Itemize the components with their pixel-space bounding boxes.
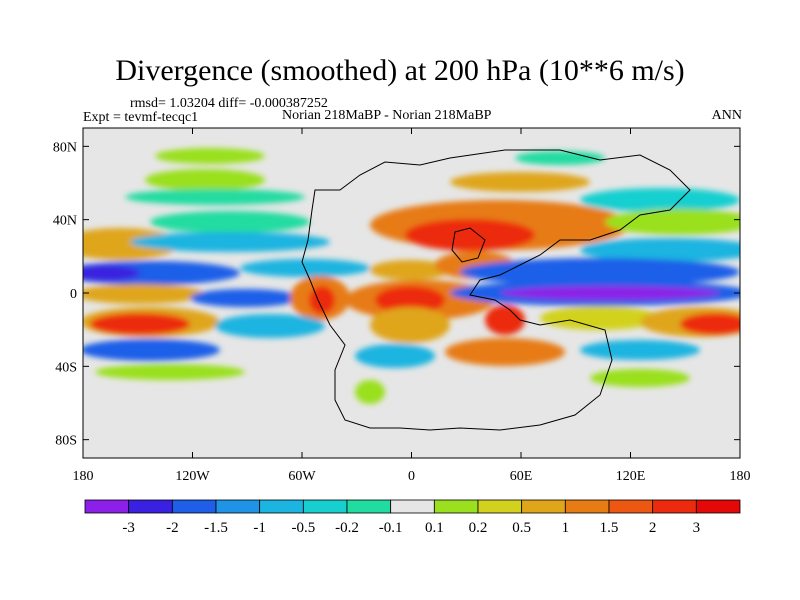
season-label: ANN [711,108,742,123]
coastlines [301,149,691,431]
colorbar-swatch [171,499,217,514]
colorbar-swatch [128,499,173,514]
colorbar-label: 0.5 [512,520,531,536]
colorbar-swatch [695,499,741,514]
colorbar-swatch [259,499,304,514]
x-axis: 180 120W 60W 0 60E 120E 180 [73,128,751,484]
colorbar-label: -0.1 [379,520,403,536]
y-tick-label: 0 [70,287,77,302]
experiment-label: Expt = tevmf-tecqc1 [83,110,199,125]
x-tick-label: 180 [73,469,94,484]
x-tick-label: 0 [408,469,415,484]
colorbar-label: -0.5 [291,520,315,536]
colorbar-label: 0.1 [425,520,444,536]
x-tick-label: 60W [288,469,316,484]
colorbar-label: -3 [122,520,135,536]
x-tick-label: 120E [616,469,646,484]
stats-label: rmsd= 1.03204 diff= -0.000387252 [130,96,328,111]
colorbar-label: 3 [693,520,701,536]
colorbar-swatch [433,499,479,514]
x-tick-label: 120W [175,469,210,484]
y-tick-label: 80S [55,434,77,449]
colorbar-label: 1 [562,520,570,536]
colorbar-swatch [215,499,261,514]
x-tick-label: 180 [730,469,751,484]
colorbar-swatch [302,499,348,514]
x-tick-label: 60E [510,469,533,484]
y-tick-label: 40S [55,360,77,375]
colorbar-label: -1 [253,520,266,536]
comparison-label: Norian 218MaBP - Norian 218MaBP [282,108,492,123]
colorbar-label: -1.5 [204,520,228,536]
colorbar-swatch [608,499,654,514]
y-tick-label: 80N [53,140,77,155]
colorbar-label: -2 [166,520,179,536]
divergence-field [83,128,740,458]
colorbar-label: -0.2 [335,520,359,536]
colorbar-swatch [346,499,392,514]
colorbar-label: 2 [649,520,657,536]
colorbar-swatch [477,499,523,514]
colorbar-swatch [521,499,566,514]
chart-title: Divergence (smoothed) at 200 hPa (10**6 … [115,54,685,87]
colorbar: -3 -2 -1.5 -1 -0.5 -0.2 -0.1 0.1 0.2 0.5 1 1.5 2 3 [84,499,741,536]
colorbar-label: 1.5 [600,520,619,536]
colorbar-label: 0.2 [469,520,488,536]
colorbar-swatch [564,499,610,514]
colorbar-swatch [652,499,697,514]
y-tick-label: 40N [53,214,77,229]
y-axis: 80N 40N 0 40S 80S [53,140,740,449]
colorbar-swatch [84,499,130,514]
colorbar-swatch [390,499,435,514]
